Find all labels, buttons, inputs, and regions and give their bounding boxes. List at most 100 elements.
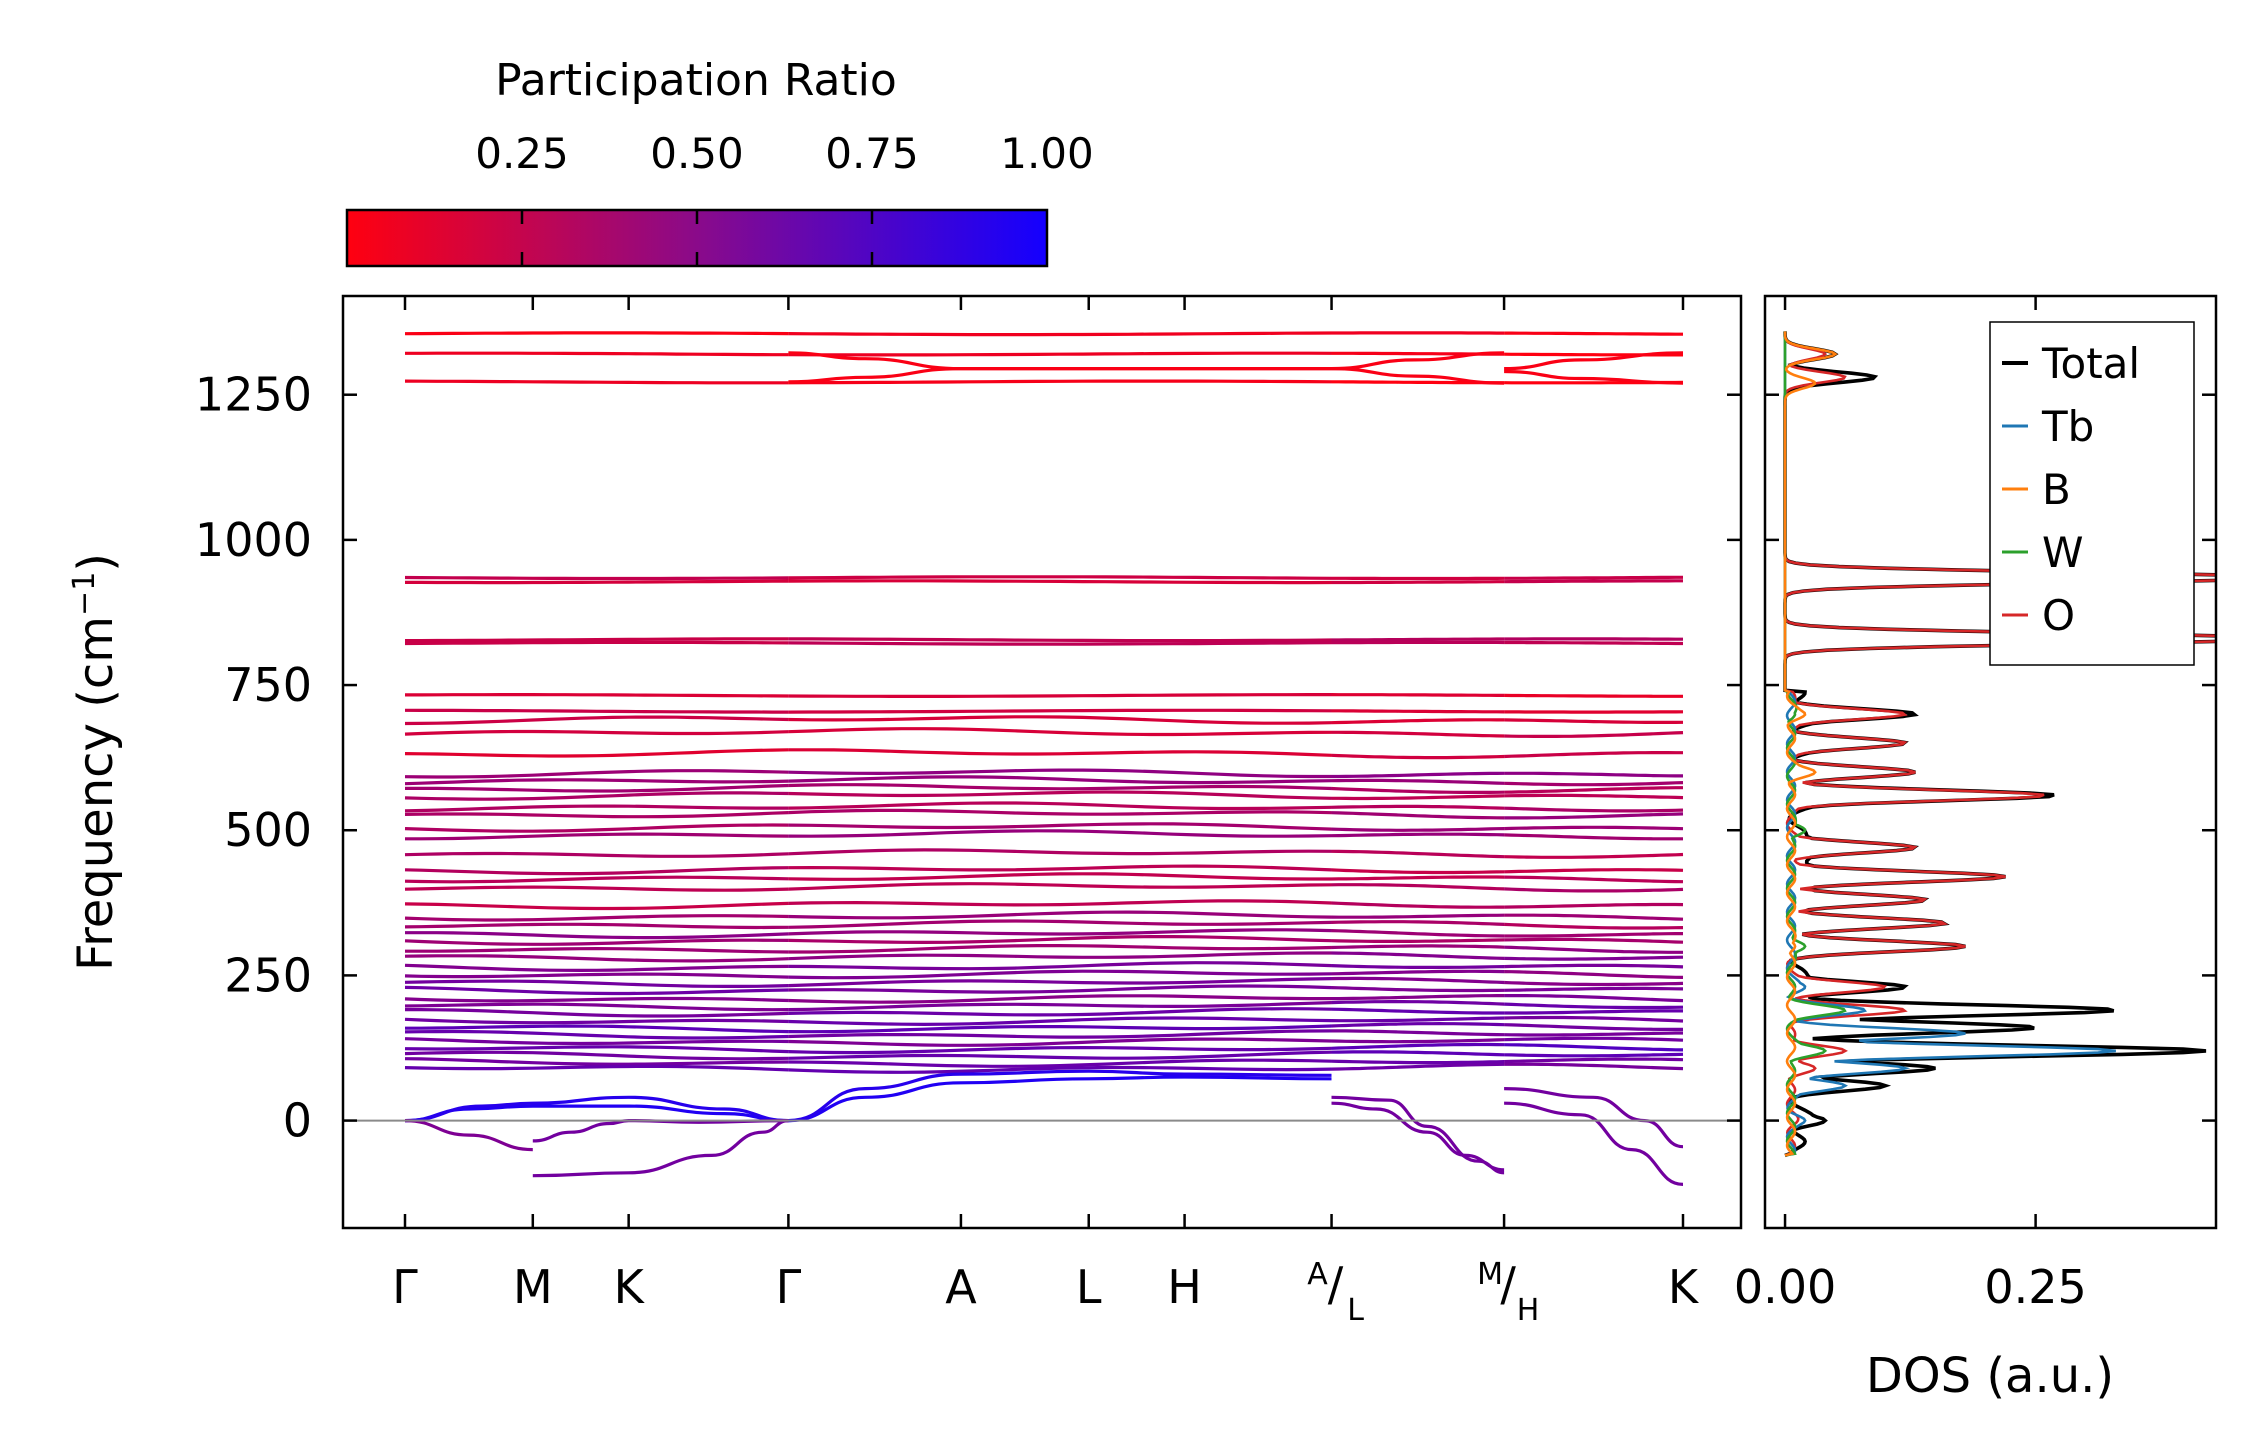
band-line	[788, 692, 1332, 699]
band-line	[1331, 709, 1505, 714]
band-line	[1331, 875, 1505, 881]
band-line	[1504, 781, 1684, 787]
band-line	[788, 331, 1332, 337]
band-line	[788, 1007, 1332, 1017]
band-line	[1504, 351, 1684, 371]
hs-label-upper: A	[1307, 1257, 1328, 1292]
band-line	[1504, 945, 1683, 954]
band-line	[788, 379, 1332, 385]
band-line	[788, 951, 1332, 961]
band-line	[1331, 920, 1505, 926]
dos-ticks	[1765, 296, 2216, 1228]
band-line	[1504, 852, 1684, 859]
band-line	[1504, 970, 1684, 979]
band-line	[1504, 786, 1683, 794]
legend-label-w: W	[2042, 528, 2084, 577]
hs-label: K	[614, 1260, 646, 1314]
band-line	[1504, 931, 1683, 938]
band-line	[788, 934, 1332, 945]
band-line	[404, 1002, 789, 1012]
band-line	[532, 1119, 789, 1178]
band-line	[1331, 1042, 1505, 1050]
colorbar-tick-labels: 0.25 0.50 0.75 1.00	[475, 129, 1094, 178]
band-line	[1331, 1095, 1505, 1175]
band-line	[404, 769, 789, 779]
band-line	[788, 1065, 1332, 1074]
band-line	[788, 994, 1332, 1004]
band-line	[1504, 833, 1683, 841]
band-line	[1331, 944, 1505, 950]
band-line	[405, 637, 789, 643]
band-line	[1331, 580, 1505, 585]
band-line	[1504, 1002, 1684, 1010]
band-line	[405, 946, 789, 954]
band-line	[404, 640, 789, 646]
band-line	[788, 822, 1332, 831]
band-line	[788, 899, 1332, 907]
legend-label-b: B	[2042, 465, 2071, 514]
band-line	[1504, 1062, 1684, 1071]
band-line	[532, 1118, 789, 1143]
band-line	[404, 1069, 1332, 1123]
legend-label-total: Total	[2041, 339, 2140, 388]
band-line	[404, 1119, 533, 1152]
band-line	[1504, 793, 1684, 800]
dos-curves	[1783, 331, 2216, 1158]
band-line	[1504, 1015, 1684, 1023]
band-line	[1331, 730, 1505, 738]
band-line	[1504, 693, 1683, 698]
band-line	[404, 914, 789, 922]
band-line	[1504, 868, 1684, 874]
band-line	[1504, 825, 1684, 831]
colorbar-title: Participation Ratio	[495, 55, 897, 106]
band-line	[1331, 804, 1505, 810]
band-line	[1504, 731, 1684, 739]
band-line	[788, 1001, 1332, 1012]
band-line	[1331, 1101, 1505, 1172]
band-line	[788, 977, 1332, 988]
band-line	[404, 979, 789, 989]
band-structure-axes	[341, 294, 1743, 1230]
band-line	[1504, 875, 1684, 884]
band-line	[1331, 1062, 1505, 1071]
band-line	[1504, 575, 1683, 580]
band-line	[404, 331, 789, 336]
band-line	[1504, 369, 1684, 385]
band-line	[404, 901, 789, 911]
dos-legend-items: Total Tb BWO	[2002, 339, 2140, 640]
band-line	[1331, 637, 1505, 642]
band-line	[1331, 986, 1505, 993]
band-line	[1331, 868, 1505, 875]
band-line	[1504, 902, 1684, 909]
band-line	[1331, 969, 1505, 976]
hs-label: L	[1076, 1260, 1102, 1314]
y-tick-label: 1000	[195, 513, 312, 567]
band-line	[1504, 1031, 1683, 1037]
band-line	[788, 775, 1332, 785]
hs-label-slash: /	[1500, 1257, 1516, 1311]
band-line	[788, 943, 1332, 954]
band-line	[788, 351, 1332, 357]
frequency-axis-label: Frequency (cm−1)	[67, 553, 124, 971]
band-line	[788, 848, 1332, 856]
band-line	[788, 1050, 1332, 1060]
band-line	[1331, 794, 1505, 801]
band-line	[1504, 922, 1684, 930]
band-line	[1331, 964, 1505, 970]
band-line	[788, 575, 1332, 580]
colorbar-tick-label: 1.00	[1000, 129, 1094, 178]
y-tick-label: 1250	[195, 368, 312, 422]
band-line	[1331, 1059, 1505, 1065]
band-line	[788, 829, 1332, 838]
band-line	[1331, 938, 1505, 944]
band-line	[1331, 832, 1505, 838]
band-line	[1331, 993, 1505, 1001]
dos-legend	[1989, 321, 2195, 666]
hs-label: H	[1517, 1293, 1540, 1328]
band-line	[788, 1045, 1332, 1055]
band-line	[404, 1075, 1332, 1123]
band-line	[404, 1050, 789, 1061]
band-line	[1504, 750, 1683, 759]
band-line	[1331, 1029, 1505, 1037]
band-line	[404, 963, 789, 973]
